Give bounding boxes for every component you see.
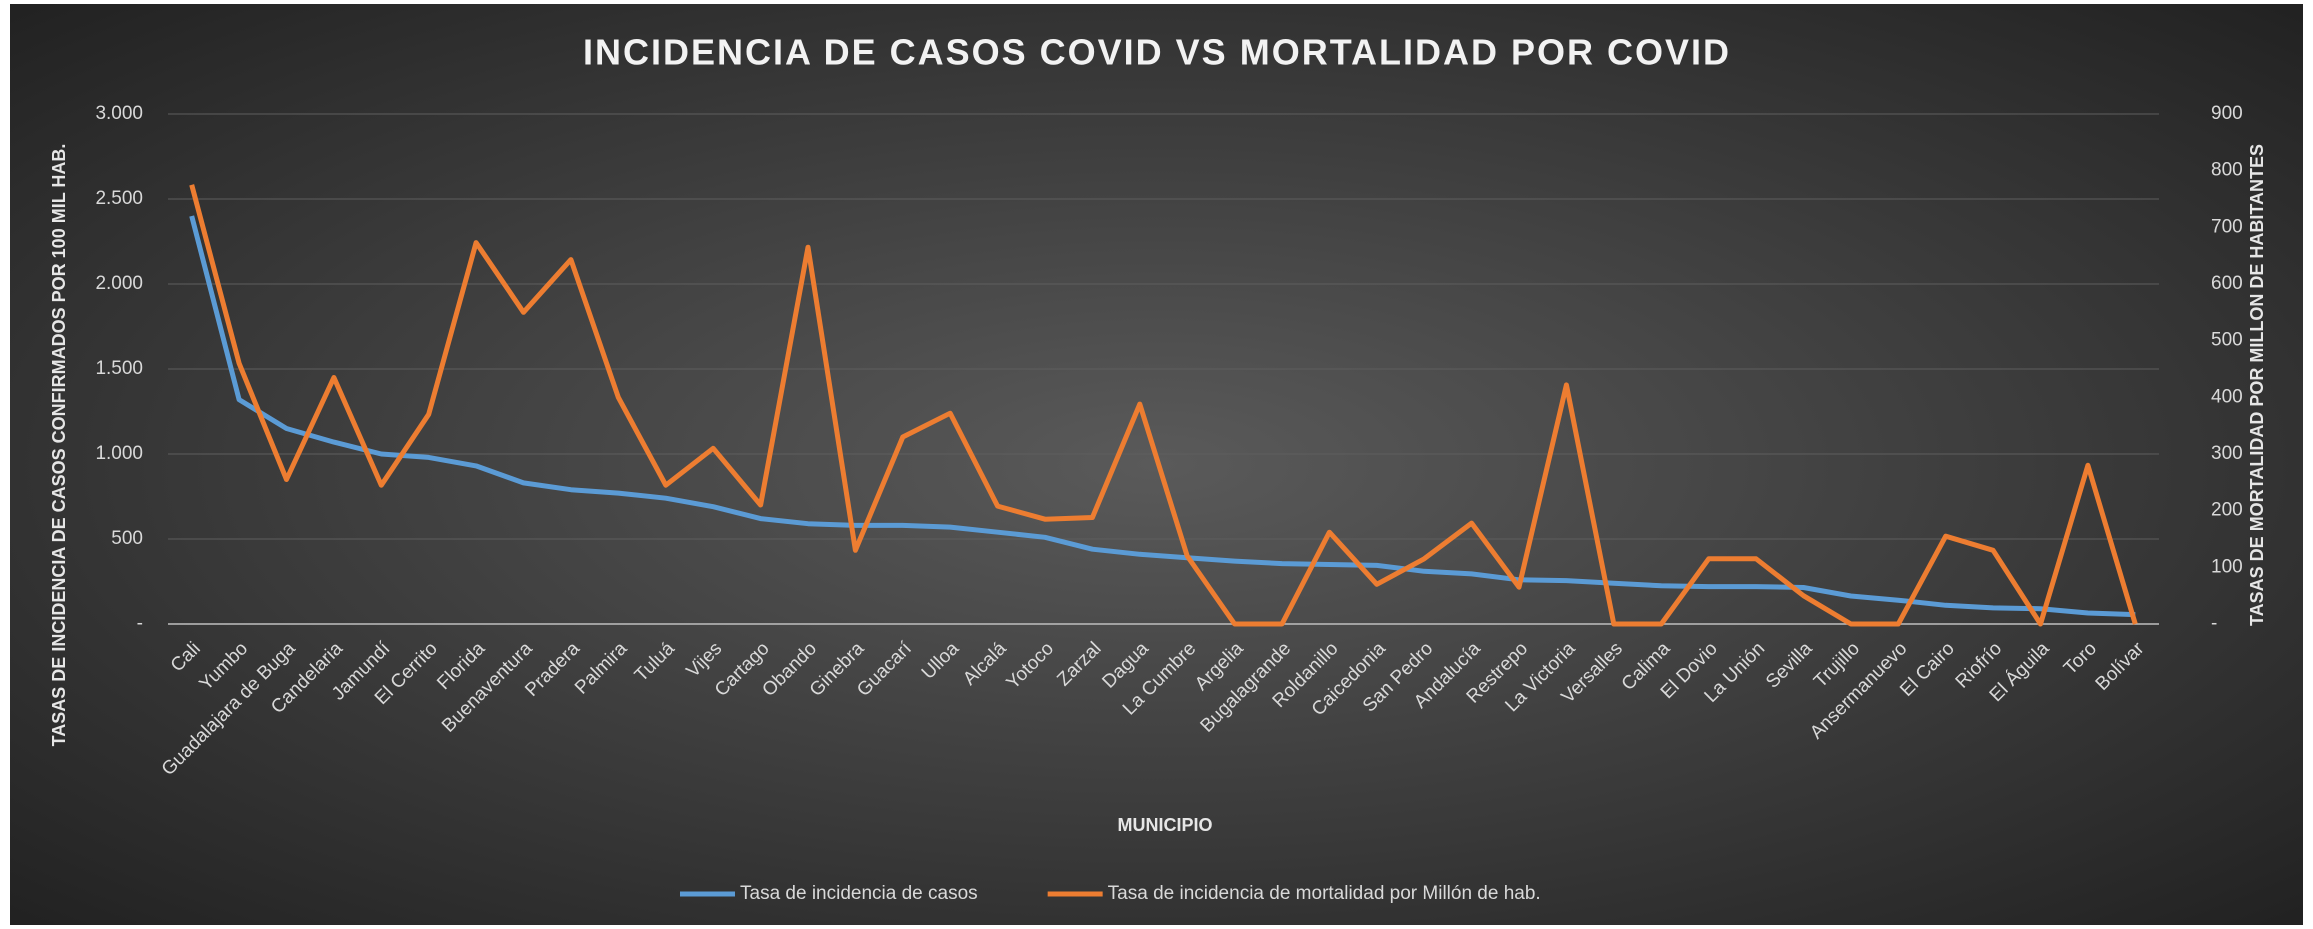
y-tick-label: 1.500 [95,358,143,379]
y2-tick-label: - [2211,613,2217,634]
y-tick-label: 1.000 [95,443,143,464]
y2-axis-title: TASAS DE MORTALIDAD POR MILLON DE HABITA… [2247,144,2267,626]
y2-tick-label: 600 [2211,273,2243,294]
y2-tick-label: 500 [2211,330,2243,351]
y-axis-title: TASAS DE INCIDENCIA DE CASOS CONFIRMADOS… [49,144,69,747]
legend-label: Tasa de incidencia de mortalidad por Mil… [1108,883,1541,904]
y-tick-label: 3.000 [95,103,143,124]
x-axis-title: MUNICIPIO [1117,815,1212,835]
y-tick-label: 2.500 [95,188,143,209]
legend-label: Tasa de incidencia de casos [740,883,978,904]
y2-tick-label: 400 [2211,386,2243,407]
y-tick-label: 2.000 [95,273,143,294]
series-line [189,184,2138,627]
y2-tick-label: 200 [2211,500,2243,521]
y2-tick-label: 100 [2211,556,2243,577]
y2-tick-label: 700 [2211,216,2243,237]
y2-tick-label: 800 [2211,160,2243,181]
chart-title: INCIDENCIA DE CASOS COVID VS MORTALIDAD … [583,32,1731,73]
y2-tick-label: 300 [2211,443,2243,464]
y-tick-label: 500 [111,528,143,549]
y-tick-label: - [137,613,143,634]
series-line [189,215,2136,618]
y2-tick-label: 900 [2211,103,2243,124]
